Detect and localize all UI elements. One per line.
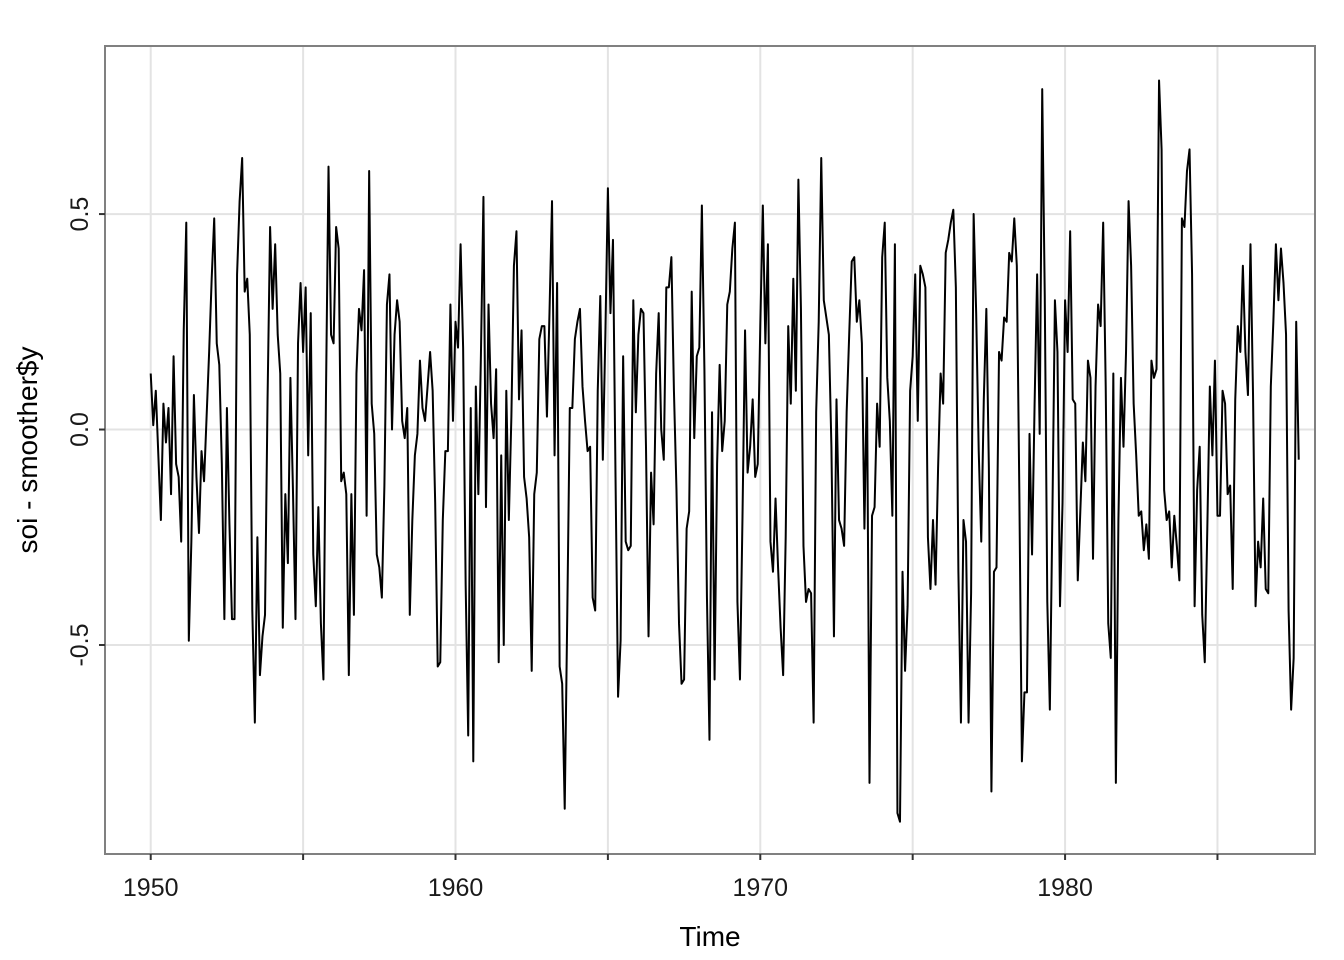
- y-axis-title: soi - smoother$y: [12, 347, 43, 554]
- x-axis-title: Time: [679, 921, 740, 952]
- x-tick-label: 1970: [732, 874, 788, 902]
- y-tick-label: -0.5: [66, 623, 94, 666]
- x-tick-label: 1980: [1037, 874, 1093, 902]
- panel-border: [104, 45, 1316, 855]
- y-tick-label: 0.0: [66, 412, 94, 447]
- axes: 1950 1960 1970 1980 -0.5 0.0 0.5: [66, 197, 1219, 902]
- x-tick-label: 1960: [428, 874, 484, 902]
- x-tick-label: 1950: [123, 874, 179, 902]
- y-tick-label: 0.5: [66, 197, 94, 232]
- series-line: [149, 79, 1300, 823]
